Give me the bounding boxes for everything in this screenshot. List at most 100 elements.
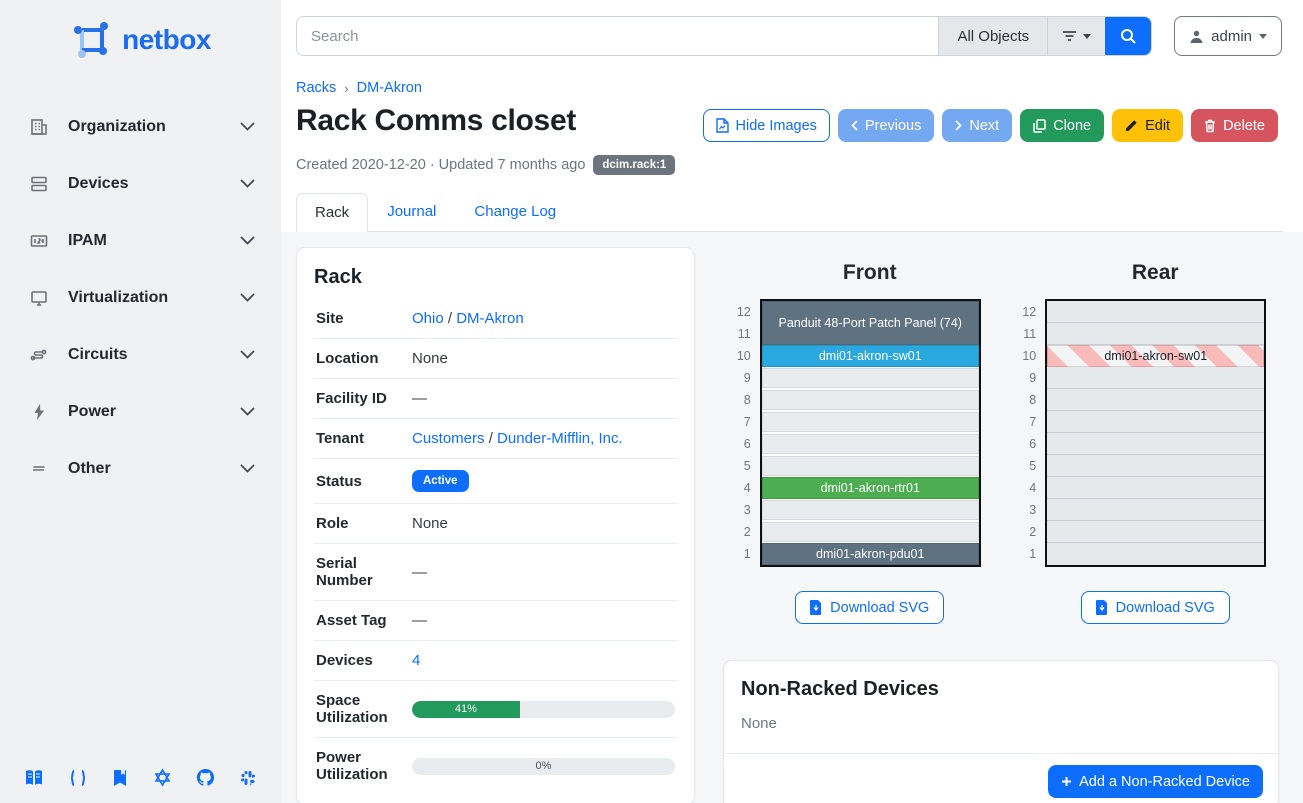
rack-group-link[interactable]: DM-Akron bbox=[456, 310, 524, 327]
sidebar-item-label: Circuits bbox=[68, 345, 128, 363]
search-scope-button[interactable]: All Objects bbox=[938, 17, 1048, 55]
user-menu-button[interactable]: admin bbox=[1174, 16, 1282, 56]
next-button[interactable]: Next bbox=[942, 109, 1013, 142]
sidebar-item-circuits[interactable]: Circuits bbox=[0, 326, 281, 383]
edit-button[interactable]: Edit bbox=[1112, 109, 1184, 142]
hide-images-button[interactable]: Hide Images bbox=[702, 109, 830, 142]
empty-rack-slot[interactable] bbox=[1047, 477, 1265, 499]
empty-rack-slot[interactable] bbox=[761, 521, 979, 543]
download-svg-front-button[interactable]: Download SVG bbox=[795, 591, 945, 624]
tab-journal[interactable]: Journal bbox=[387, 203, 437, 220]
global-search: All Objects bbox=[296, 16, 1153, 56]
elevation-title-rear: Rear bbox=[1131, 261, 1179, 284]
empty-rack-slot[interactable] bbox=[761, 499, 979, 521]
empty-rack-slot[interactable] bbox=[761, 433, 979, 455]
sidebar-nav: Organization Devices IPAM Virtualization bbox=[0, 72, 281, 754]
previous-button[interactable]: Previous bbox=[837, 109, 935, 142]
device-count-link[interactable]: 4 bbox=[412, 652, 421, 669]
breadcrumb-dm-akron[interactable]: DM-Akron bbox=[356, 80, 422, 96]
trash-icon bbox=[1205, 119, 1216, 132]
tenant-group-link[interactable]: Customers bbox=[412, 430, 485, 447]
rack-device[interactable]: dmi01-akron-sw01 bbox=[761, 345, 979, 367]
empty-rack-slot[interactable] bbox=[1047, 389, 1265, 411]
search-filter-button[interactable] bbox=[1047, 17, 1106, 55]
non-racked-devices-panel: Non-Racked Devices None Add a Non-Racked… bbox=[723, 660, 1279, 803]
rack-device[interactable]: dmi01-akron-sw01 bbox=[1047, 345, 1265, 367]
lightning-icon bbox=[28, 401, 50, 423]
empty-rack-slot[interactable] bbox=[761, 455, 979, 477]
netbox-logo[interactable]: netbox bbox=[0, 0, 281, 72]
journal-icon[interactable] bbox=[112, 769, 128, 787]
empty-rack-slot[interactable] bbox=[1047, 323, 1265, 345]
empty-rack-slot[interactable] bbox=[761, 411, 979, 433]
empty-rack-slot[interactable] bbox=[1047, 301, 1265, 323]
sidebar-item-other[interactable]: Other bbox=[0, 440, 281, 497]
unit-number: 6 bbox=[743, 437, 751, 451]
netbox-logo-text: netbox bbox=[122, 24, 211, 55]
sidebar-item-label: Devices bbox=[68, 174, 129, 192]
empty-rack-slot[interactable] bbox=[1047, 367, 1265, 389]
table-row-power-utilization: Power Utilization 0% bbox=[314, 737, 677, 794]
sidebar-footer bbox=[0, 754, 281, 803]
unit-number: 2 bbox=[743, 525, 751, 539]
row-label: Role bbox=[314, 503, 410, 544]
row-label: Facility ID bbox=[314, 378, 410, 419]
chevron-left-icon bbox=[851, 120, 858, 131]
page-header: All Objects admin Racks › DM-Akron Rac bbox=[281, 0, 1303, 232]
unit-number: 3 bbox=[1029, 503, 1037, 517]
tab-rack[interactable]: Rack bbox=[296, 193, 369, 232]
empty-rack-slot[interactable] bbox=[1047, 543, 1265, 565]
monitor-icon bbox=[28, 287, 50, 309]
unit-number: 8 bbox=[1029, 393, 1037, 407]
empty-rack-slot[interactable] bbox=[1047, 455, 1265, 477]
rack-frame-front: Panduit 48-Port Patch Panel (74) dmi01-ak… bbox=[759, 299, 981, 567]
clone-button[interactable]: Clone bbox=[1020, 109, 1105, 142]
search-input[interactable] bbox=[297, 17, 939, 55]
site-link[interactable]: Ohio bbox=[412, 310, 444, 327]
unit-number: 7 bbox=[1029, 415, 1037, 429]
tab-change-log[interactable]: Change Log bbox=[474, 203, 557, 220]
sidebar-item-label: IPAM bbox=[68, 231, 107, 249]
add-non-racked-device-button[interactable]: Add a Non-Racked Device bbox=[1048, 765, 1263, 798]
breadcrumb-racks[interactable]: Racks bbox=[296, 80, 337, 96]
rack-device[interactable]: dmi01-akron-rtr01 bbox=[761, 477, 979, 499]
created-updated-text: Created 2020-12-20 · Updated 7 months ag… bbox=[296, 157, 586, 173]
sidebar-item-ipam[interactable]: IPAM bbox=[0, 212, 281, 269]
asset-value: — bbox=[410, 600, 677, 641]
empty-rack-slot[interactable] bbox=[1047, 411, 1265, 433]
unit-numbers-column: 12 11 10 9 8 7 6 5 4 3 2 1 bbox=[1018, 299, 1036, 567]
table-row-serial: Serial Number — bbox=[314, 543, 677, 601]
front-elevation: Front 12 11 10 9 8 7 6 5 4 3 2 1 Panduit 48-Port Pa… bbox=[714, 247, 1000, 624]
empty-rack-slot[interactable] bbox=[1047, 521, 1265, 543]
unit-number: 11 bbox=[1023, 327, 1037, 341]
community-icon[interactable] bbox=[153, 768, 172, 787]
empty-rack-slot[interactable] bbox=[761, 389, 979, 411]
github-icon[interactable] bbox=[196, 768, 215, 787]
empty-rack-slot[interactable] bbox=[1047, 433, 1265, 455]
sidebar-item-devices[interactable]: Devices bbox=[0, 155, 281, 212]
table-row-status: Status Active bbox=[314, 458, 677, 504]
space-utilization-fill: 41% bbox=[412, 700, 520, 718]
breadcrumb-separator-icon: › bbox=[344, 80, 349, 96]
download-svg-rear-button[interactable]: Download SVG bbox=[1080, 591, 1230, 624]
object-id-badge: dcim.rack:1 bbox=[593, 155, 676, 175]
rack-device[interactable]: dmi01-akron-pdu01 bbox=[761, 543, 979, 565]
api-icon[interactable] bbox=[68, 769, 88, 787]
rack-elevations: Front 12 11 10 9 8 7 6 5 4 3 2 1 Panduit 48-Port Pa… bbox=[714, 247, 1285, 624]
slack-icon[interactable] bbox=[239, 769, 257, 787]
sidebar-item-label: Other bbox=[68, 459, 111, 477]
search-submit-button[interactable] bbox=[1105, 17, 1152, 55]
main-area: All Objects admin Racks › DM-Akron Rac bbox=[281, 0, 1303, 803]
content: Rack Site Ohio / DM-Akron Location None … bbox=[281, 232, 1303, 803]
sidebar-item-organization[interactable]: Organization bbox=[0, 98, 281, 155]
docs-icon[interactable] bbox=[24, 769, 44, 787]
rack-device[interactable]: Panduit 48-Port Patch Panel (74) bbox=[761, 301, 979, 345]
delete-button[interactable]: Delete bbox=[1191, 109, 1278, 142]
breadcrumb: Racks › DM-Akron bbox=[296, 80, 1283, 96]
sidebar-item-power[interactable]: Power bbox=[0, 383, 281, 440]
rack-frame-rear: dmi01-akron-sw01 bbox=[1045, 299, 1267, 567]
sidebar-item-virtualization[interactable]: Virtualization bbox=[0, 269, 281, 326]
empty-rack-slot[interactable] bbox=[761, 367, 979, 389]
tenant-link[interactable]: Dunder-Mifflin, Inc. bbox=[497, 430, 623, 447]
empty-rack-slot[interactable] bbox=[1047, 499, 1265, 521]
